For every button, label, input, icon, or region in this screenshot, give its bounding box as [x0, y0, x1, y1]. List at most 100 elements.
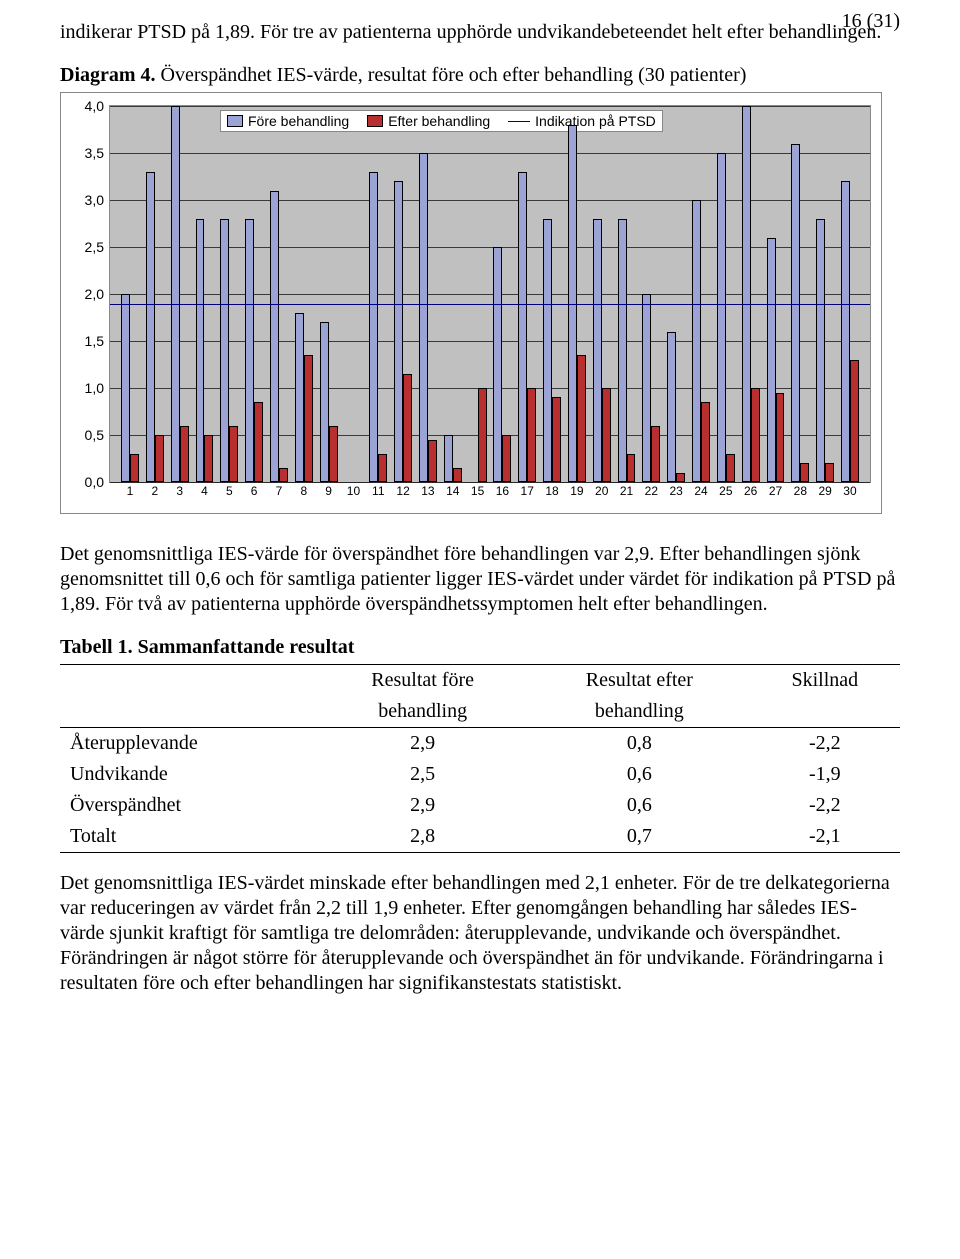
table-row: Totalt 2,8 0,7 -2,1	[60, 821, 900, 853]
xtick-label: 1	[127, 482, 134, 498]
th-col1: Resultat före	[316, 665, 529, 697]
row-label: Överspändhet	[60, 790, 316, 821]
bar-fore	[320, 322, 329, 482]
xtick-label: 16	[496, 482, 509, 498]
bar-after	[453, 468, 462, 482]
xtick-label: 11	[372, 482, 384, 498]
bar-after	[478, 388, 487, 482]
xtick-label: 7	[276, 482, 283, 498]
ytick-label: 0,0	[85, 474, 110, 490]
bar-fore	[841, 181, 850, 482]
table-row: Överspändhet 2,9 0,6 -2,2	[60, 790, 900, 821]
xtick-label: 9	[325, 482, 332, 498]
xtick-label: 15	[471, 482, 484, 498]
bar-after	[279, 468, 288, 482]
cell: 2,8	[316, 821, 529, 853]
cell: 0,7	[529, 821, 750, 853]
bar-after	[776, 393, 785, 482]
row-label: Återupplevande	[60, 728, 316, 760]
chart-title: Diagram 4. Överspändhet IES-värde, resul…	[60, 63, 900, 88]
xtick-label: 21	[620, 482, 633, 498]
xtick-label: 24	[694, 482, 707, 498]
bar-after	[204, 435, 213, 482]
plot-inner: Före behandling Efter behandling Indikat…	[110, 106, 870, 482]
bar-fore	[543, 219, 552, 482]
bar-after	[676, 473, 685, 482]
legend-fore-label: Före behandling	[248, 113, 349, 129]
bar-after	[304, 355, 313, 482]
legend-after: Efter behandling	[367, 113, 490, 129]
xtick-label: 2	[151, 482, 158, 498]
xtick-label: 13	[421, 482, 434, 498]
xtick-label: 12	[396, 482, 409, 498]
bar-fore	[121, 294, 130, 482]
chart-heading-label: Diagram 4.	[60, 64, 161, 86]
th-col2b: behandling	[529, 696, 750, 728]
th-col1b: behandling	[316, 696, 529, 728]
xtick-label: 17	[521, 482, 534, 498]
bar-fore	[369, 172, 378, 482]
xtick-label: 4	[201, 482, 208, 498]
th-col3b	[750, 696, 900, 728]
bar-fore	[394, 181, 403, 482]
bar-after	[378, 454, 387, 482]
cell: 2,9	[316, 728, 529, 760]
ytick-label: 4,0	[85, 98, 110, 114]
summary-table: Resultat före Resultat efter Skillnad be…	[60, 664, 900, 853]
table-heading-text: Tabell 1. Sammanfattande resultat	[60, 636, 354, 658]
xtick-label: 3	[176, 482, 183, 498]
bar-after	[329, 426, 338, 482]
bar-after	[850, 360, 859, 482]
ies-chart: Före behandling Efter behandling Indikat…	[60, 92, 882, 514]
ytick-label: 3,0	[85, 192, 110, 208]
bar-fore	[518, 172, 527, 482]
plot-area: Före behandling Efter behandling Indikat…	[109, 105, 871, 483]
th-col3: Skillnad	[750, 665, 900, 697]
legend-after-swatch	[367, 115, 383, 127]
legend: Före behandling Efter behandling Indikat…	[220, 110, 663, 132]
legend-indicator-line	[508, 121, 530, 122]
gridline	[110, 153, 870, 154]
bar-fore	[692, 200, 701, 482]
bar-after	[577, 355, 586, 482]
gridline	[110, 106, 870, 107]
bar-after	[180, 426, 189, 482]
bar-fore	[816, 219, 825, 482]
bar-fore	[642, 294, 651, 482]
xtick-label: 29	[818, 482, 831, 498]
paragraph-after-chart: Det genomsnittliga IES-värde för överspä…	[60, 542, 900, 617]
final-paragraph: Det genomsnittliga IES-värdet minskade e…	[60, 871, 900, 996]
ytick-label: 1,5	[85, 333, 110, 349]
xtick-label: 14	[446, 482, 459, 498]
xtick-label: 22	[645, 482, 658, 498]
bar-after	[726, 454, 735, 482]
bar-after	[428, 440, 437, 482]
bar-after	[701, 402, 710, 482]
xtick-label: 8	[300, 482, 307, 498]
bar-after	[751, 388, 760, 482]
bar-fore	[220, 219, 229, 482]
bar-fore	[295, 313, 304, 482]
table-heading: Tabell 1. Sammanfattande resultat	[60, 635, 900, 660]
row-label: Totalt	[60, 821, 316, 853]
legend-fore-swatch	[227, 115, 243, 127]
bar-fore	[444, 435, 453, 482]
xtick-label: 25	[719, 482, 732, 498]
page-number: 16 (31)	[842, 10, 900, 33]
xtick-label: 18	[545, 482, 558, 498]
xtick-label: 28	[794, 482, 807, 498]
bar-after	[552, 397, 561, 482]
cell: 0,6	[529, 790, 750, 821]
xtick-label: 26	[744, 482, 757, 498]
table-row: Undvikande 2,5 0,6 -1,9	[60, 759, 900, 790]
xtick-label: 20	[595, 482, 608, 498]
table-header-row: Resultat före Resultat efter Skillnad	[60, 665, 900, 697]
bar-fore	[245, 219, 254, 482]
legend-indicator: Indikation på PTSD	[508, 113, 656, 129]
indicator-line	[110, 304, 870, 305]
bar-after	[800, 463, 809, 482]
th-blank2	[60, 696, 316, 728]
ytick-label: 0,5	[85, 427, 110, 443]
xtick-label: 30	[843, 482, 856, 498]
table-row: Återupplevande 2,9 0,8 -2,2	[60, 728, 900, 760]
